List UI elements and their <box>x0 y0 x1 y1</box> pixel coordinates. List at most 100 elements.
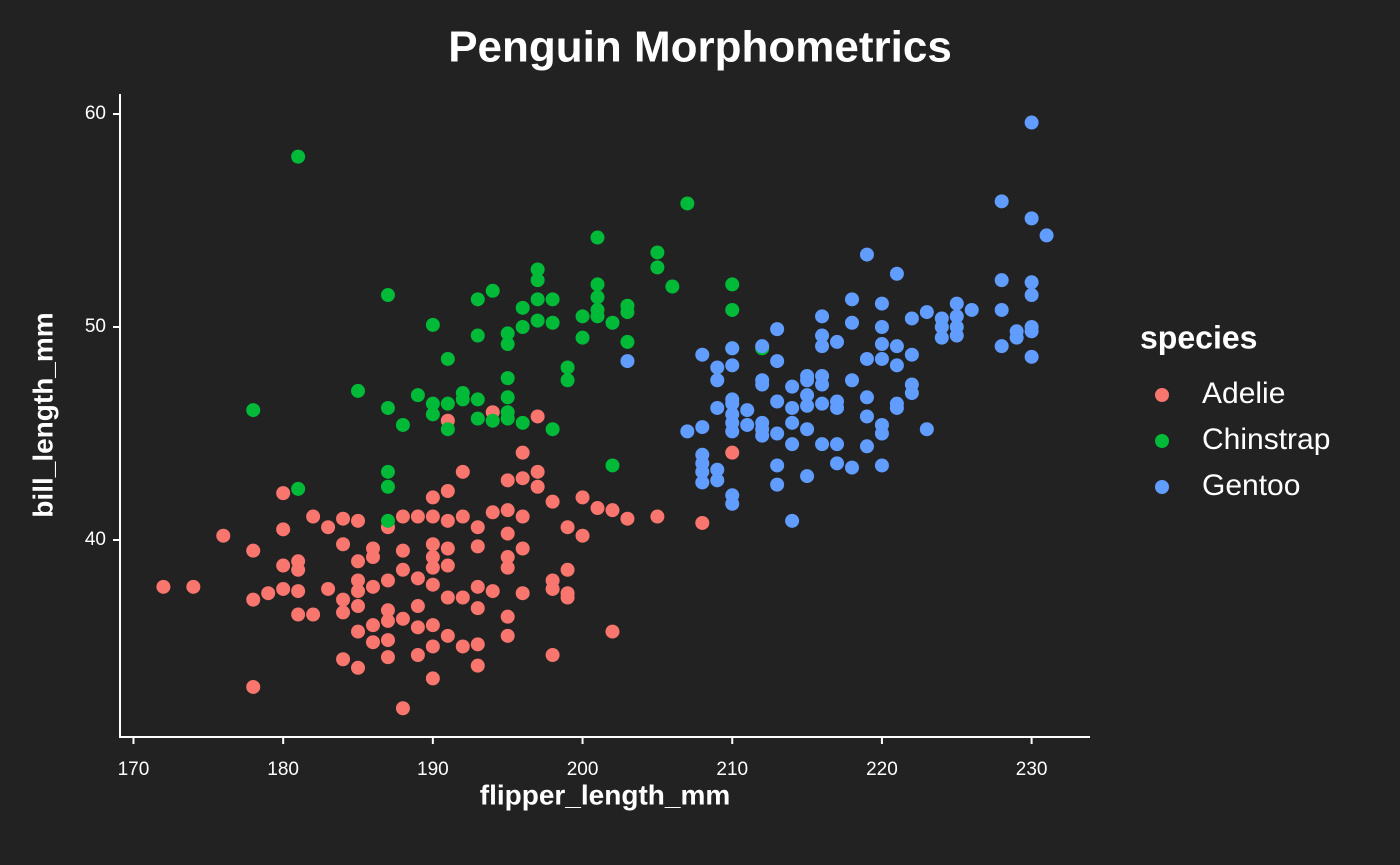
y-tick-label: 60 <box>85 103 106 124</box>
data-point <box>874 458 889 473</box>
data-point <box>470 637 485 652</box>
data-point <box>485 505 500 520</box>
data-point <box>515 320 530 335</box>
data-point <box>919 422 934 437</box>
data-point <box>380 573 395 588</box>
data-point <box>859 247 874 262</box>
data-point <box>934 320 949 335</box>
data-point <box>785 513 800 528</box>
data-point <box>710 462 725 477</box>
data-point <box>425 490 440 505</box>
data-point <box>590 501 605 516</box>
data-point <box>889 339 904 354</box>
data-point <box>365 635 380 650</box>
data-point <box>590 309 605 324</box>
data-point <box>425 407 440 422</box>
data-point <box>500 411 515 426</box>
data-point <box>246 543 261 558</box>
data-point <box>620 354 635 369</box>
data-point <box>874 296 889 311</box>
data-point <box>485 413 500 428</box>
data-point <box>695 464 710 479</box>
data-point <box>859 439 874 454</box>
data-point <box>650 245 665 260</box>
data-point <box>470 520 485 535</box>
data-point <box>395 417 410 432</box>
data-point <box>380 650 395 665</box>
data-point <box>425 671 440 686</box>
data-point <box>844 292 859 307</box>
data-point <box>755 377 770 392</box>
data-point <box>380 633 395 648</box>
chart-title: Penguin Morphometrics <box>448 23 952 72</box>
data-point <box>440 558 455 573</box>
data-point <box>500 473 515 488</box>
data-point <box>455 639 470 654</box>
legend-marker <box>1155 388 1169 402</box>
data-point <box>500 526 515 541</box>
data-point <box>276 558 291 573</box>
data-point <box>380 479 395 494</box>
data-point <box>530 292 545 307</box>
x-tick-label: 190 <box>417 759 449 780</box>
data-point <box>470 392 485 407</box>
data-point <box>410 571 425 586</box>
data-point <box>785 400 800 415</box>
data-point <box>725 424 740 439</box>
data-point <box>410 509 425 524</box>
data-point <box>365 579 380 594</box>
data-point <box>336 592 351 607</box>
data-point <box>994 302 1009 317</box>
data-point <box>889 400 904 415</box>
data-point <box>380 613 395 628</box>
data-point <box>425 317 440 332</box>
data-point <box>815 377 830 392</box>
data-point <box>351 554 366 569</box>
data-point <box>620 511 635 526</box>
legend-marker <box>1155 434 1169 448</box>
data-point <box>530 313 545 328</box>
data-point <box>560 562 575 577</box>
x-tick-label: 200 <box>567 759 599 780</box>
data-point <box>440 590 455 605</box>
data-point <box>336 511 351 526</box>
data-point <box>515 300 530 315</box>
data-point <box>755 428 770 443</box>
data-point <box>321 520 336 535</box>
data-point <box>1024 324 1039 339</box>
data-point <box>380 464 395 479</box>
data-point <box>246 592 261 607</box>
data-point <box>291 562 306 577</box>
data-point <box>949 296 964 311</box>
data-point <box>470 601 485 616</box>
x-axis-label: flipper_length_mm <box>480 779 730 810</box>
data-point <box>500 371 515 386</box>
data-point <box>440 541 455 556</box>
data-point <box>725 302 740 317</box>
data-point <box>276 522 291 537</box>
data-point <box>500 326 515 341</box>
data-point <box>261 586 276 601</box>
data-point <box>844 460 859 475</box>
data-point <box>874 426 889 441</box>
data-point <box>246 403 261 418</box>
y-axis-label: bill_length_mm <box>27 312 58 517</box>
data-point <box>246 679 261 694</box>
data-point <box>1024 349 1039 364</box>
data-point <box>605 503 620 518</box>
data-point <box>785 415 800 430</box>
data-point <box>515 471 530 486</box>
data-point <box>695 347 710 362</box>
data-point <box>874 337 889 352</box>
data-point <box>291 149 306 164</box>
data-point <box>575 490 590 505</box>
legend-marker <box>1155 480 1169 494</box>
data-point <box>815 396 830 411</box>
data-point <box>575 309 590 324</box>
data-point <box>351 383 366 398</box>
data-point <box>395 701 410 716</box>
data-point <box>410 620 425 635</box>
data-point <box>440 396 455 411</box>
data-point <box>500 560 515 575</box>
